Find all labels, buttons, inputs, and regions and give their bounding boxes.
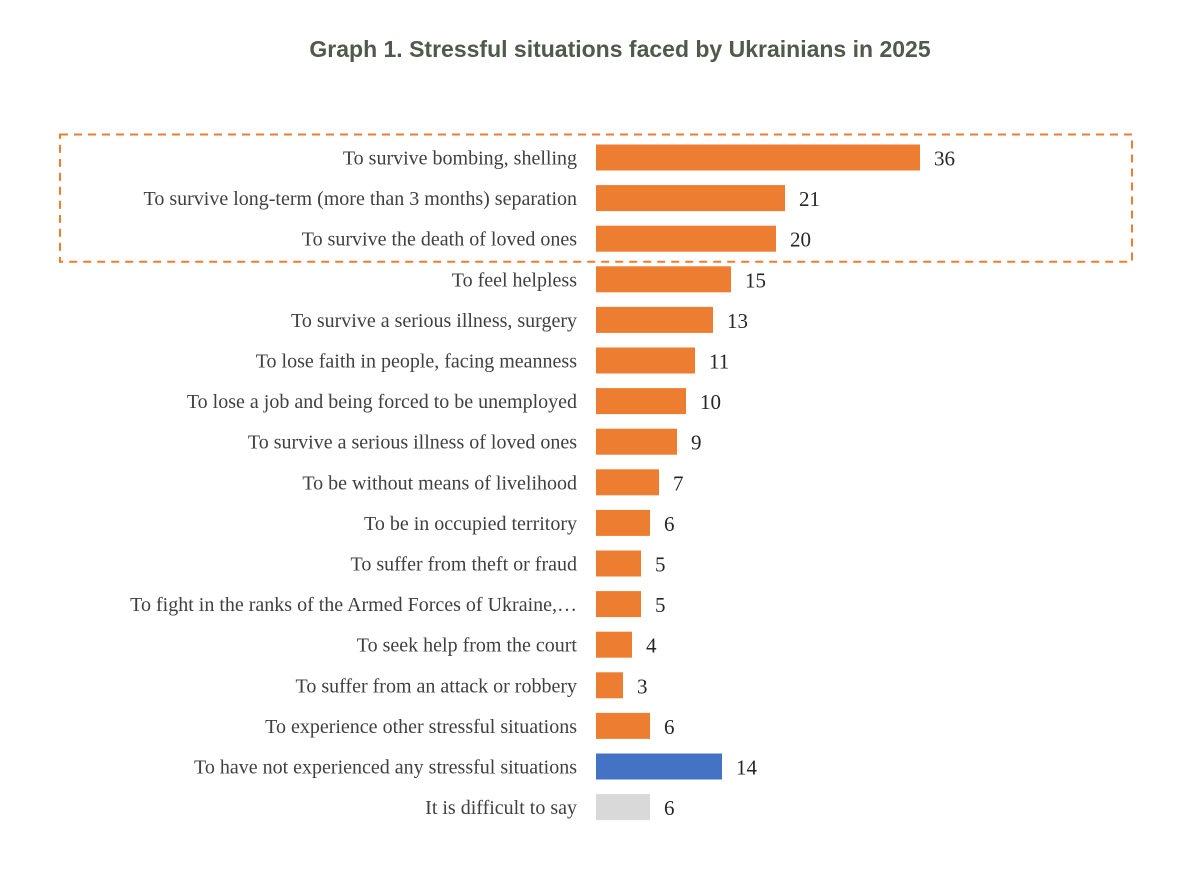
bar-11	[596, 550, 641, 577]
bar-16	[596, 753, 722, 780]
value-label-11: 5	[655, 553, 666, 577]
category-label-6: To lose faith in people, facing meanness	[256, 351, 577, 373]
value-label-17: 6	[664, 796, 675, 820]
category-label-3: To survive the death of loved ones	[302, 229, 577, 251]
bar-5	[596, 306, 713, 333]
bar-15	[596, 712, 650, 739]
bar-10	[596, 509, 650, 536]
category-label-14: To suffer from an attack or robbery	[296, 675, 577, 697]
value-label-16: 14	[736, 756, 758, 780]
category-label-12: To fight in the ranks of the Armed Force…	[130, 594, 577, 616]
bar-9	[596, 469, 659, 496]
category-label-11: To suffer from theft or fraud	[351, 554, 577, 576]
value-label-7: 10	[700, 390, 721, 414]
value-label-9: 7	[673, 471, 684, 495]
category-label-2: To survive long-term (more than 3 months…	[144, 188, 578, 210]
value-label-8: 9	[691, 431, 702, 455]
value-label-2: 21	[799, 187, 820, 211]
category-label-4: To feel helpless	[452, 269, 577, 291]
value-label-13: 4	[646, 634, 657, 658]
value-label-3: 20	[790, 228, 811, 252]
bar-1	[596, 144, 920, 171]
value-label-1: 36	[934, 147, 955, 171]
bar-8	[596, 428, 677, 455]
category-label-1: To survive bombing, shelling	[343, 148, 577, 170]
category-label-8: To survive a serious illness of loved on…	[248, 432, 577, 454]
bar-4	[596, 266, 731, 293]
bar-12	[596, 591, 641, 618]
category-label-5: To survive a serious illness, surgery	[291, 310, 577, 332]
value-label-5: 13	[727, 309, 748, 333]
value-label-10: 6	[664, 512, 675, 536]
category-label-10: To be in occupied territory	[364, 513, 577, 535]
category-label-17: It is difficult to say	[425, 797, 577, 819]
bar-6	[596, 347, 695, 374]
bar-7	[596, 388, 686, 415]
bar-3	[596, 225, 776, 252]
bar-13	[596, 631, 632, 658]
bar-17	[596, 794, 650, 821]
highlight-box	[59, 133, 1133, 263]
category-label-9: To be without means of livelihood	[302, 472, 577, 494]
category-label-16: To have not experienced any stressful si…	[194, 757, 577, 779]
category-label-13: To seek help from the court	[357, 635, 578, 657]
value-label-14: 3	[637, 674, 648, 698]
value-label-12: 5	[655, 593, 666, 617]
chart-title: Graph 1. Stressful situations faced by U…	[309, 36, 931, 62]
bar-2	[596, 185, 785, 212]
category-label-15: To experience other stressful situations	[265, 716, 577, 738]
value-label-6: 11	[709, 350, 729, 374]
value-label-4: 15	[745, 268, 766, 292]
category-label-7: To lose a job and being forced to be une…	[187, 391, 577, 413]
value-label-15: 6	[664, 715, 675, 739]
bar-14	[596, 672, 623, 699]
